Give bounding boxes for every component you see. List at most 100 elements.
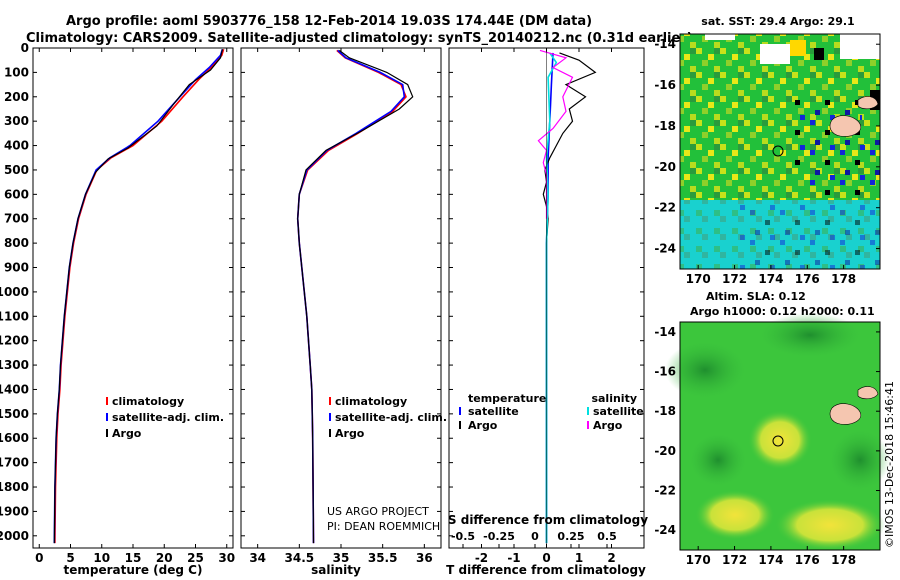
sst-map: sat. SST: 29.4 Argo: 29.1 170 172 174 176 17… bbox=[654, 15, 881, 286]
sla-map-title1: Altim. SLA: 0.12 bbox=[706, 290, 806, 303]
series-salinity-argo bbox=[537, 49, 574, 219]
fiji-island bbox=[829, 115, 862, 137]
x-tick-label: -1 bbox=[507, 551, 520, 565]
salinity-panel: 34 34.5 35 35.5 36 salinity climatology sate… bbox=[240, 47, 447, 577]
depth-tick-label: 300 bbox=[4, 114, 29, 128]
depth-tick-label: 1900 bbox=[0, 504, 29, 518]
x-tick-label: 2 bbox=[607, 551, 615, 565]
map-y-tick-label: -14 bbox=[654, 37, 676, 51]
map-x-tick-label: 170 bbox=[686, 272, 711, 286]
figure-title-line1: Argo profile: aoml 5903776_158 12-Feb-20… bbox=[66, 14, 592, 29]
salinity-legend: climatology satellite-adj. clim. Argo bbox=[329, 395, 447, 440]
difference-panel: -2 -1 0 1 2 -0.5 -0.25 0 0.25 0.5 T difference f… bbox=[446, 47, 648, 577]
depth-tick-label: 1100 bbox=[0, 309, 29, 323]
depth-tick-label: 100 bbox=[4, 65, 29, 79]
map-y-tick-label: -16 bbox=[654, 78, 676, 92]
sla-argo-position bbox=[772, 435, 784, 447]
figure-title-line2: Climatology: CARS2009. Satellite-adjuste… bbox=[26, 31, 693, 46]
depth-tick-label: 600 bbox=[4, 187, 29, 201]
legend-climatology: climatology bbox=[335, 395, 407, 408]
x-tick-label: 15 bbox=[125, 551, 142, 565]
temperature-panel: 0100200300400500600700800900100011001200… bbox=[0, 41, 235, 577]
map-x-tick-label: 172 bbox=[722, 553, 747, 567]
map-x-tick-label: 170 bbox=[686, 553, 711, 567]
difference-x-axis: -2 -1 0 1 2 bbox=[475, 48, 616, 565]
difference-legend: temperature satellite Argo salinity sate… bbox=[459, 392, 644, 432]
map-x-tick-label: 172 bbox=[722, 272, 747, 286]
x-tick-label: 35 bbox=[333, 551, 350, 565]
difference-top-xlabel: S difference from climatology bbox=[448, 513, 648, 527]
x-tick-label: 35.5 bbox=[368, 551, 398, 565]
x-tick-label: 10 bbox=[93, 551, 110, 565]
temperature-legend: climatology satellite-adj. clim. Argo bbox=[106, 395, 224, 440]
map-y-tick-label: -18 bbox=[654, 404, 676, 418]
map-y-tick-label: -14 bbox=[654, 325, 676, 339]
x-tick-label: 36 bbox=[416, 551, 433, 565]
difference-xlabel: T difference from climatology bbox=[446, 563, 646, 577]
temperature-x-axis: 0 5 10 15 20 25 30 bbox=[35, 48, 235, 565]
legend-s-satellite: satellite bbox=[593, 405, 644, 418]
salinity-lines bbox=[296, 49, 414, 544]
top-x-tick-label: -0.5 bbox=[451, 530, 475, 543]
sla-frame bbox=[679, 321, 881, 551]
legend-temperature-title: temperature bbox=[468, 392, 546, 405]
legend-salinity-title: salinity bbox=[591, 392, 637, 405]
map-x-tick-label: 174 bbox=[758, 553, 783, 567]
salinity-frame bbox=[240, 47, 442, 549]
map-x-tick-label: 176 bbox=[795, 272, 820, 286]
depth-tick-label: 1800 bbox=[0, 480, 29, 494]
legend-t-satellite: satellite bbox=[468, 405, 519, 418]
depth-tick-label: 400 bbox=[4, 139, 29, 153]
top-x-tick-label: 0 bbox=[531, 530, 539, 543]
legend-t-argo: Argo bbox=[468, 419, 498, 432]
legend-satellite: satellite-adj. clim. bbox=[112, 411, 224, 424]
depth-axis: 0 100 200 300 400 500 600 700 800 900 1000 1100 1200… bbox=[0, 41, 233, 543]
x-tick-label: 20 bbox=[156, 551, 173, 565]
project-line1: US ARGO PROJECT bbox=[327, 505, 429, 518]
x-tick-label: 5 bbox=[66, 551, 74, 565]
imos-credit: ©IMOS 13-Dec-2018 15:46:41 bbox=[883, 381, 896, 548]
depth-tick-label: 0 bbox=[21, 41, 29, 55]
sst-frame bbox=[679, 33, 881, 270]
map-x-tick-label: 178 bbox=[831, 272, 856, 286]
sla-map-title2: Argo h1000: 0.12 h2000: 0.11 bbox=[690, 305, 875, 318]
map-y-tick-label: -24 bbox=[654, 242, 676, 256]
depth-tick-label: 1600 bbox=[0, 431, 29, 445]
legend-climatology: climatology bbox=[112, 395, 184, 408]
x-tick-label: 0 bbox=[542, 551, 550, 565]
depth-tick-label: 700 bbox=[4, 212, 29, 226]
depth-tick-label: 1400 bbox=[0, 382, 29, 396]
temperature-frame bbox=[32, 47, 234, 549]
series-argo bbox=[297, 49, 414, 544]
series-argo bbox=[53, 49, 223, 544]
depth-tick-label: 1700 bbox=[0, 456, 29, 470]
map-x-tick-label: 176 bbox=[795, 553, 820, 567]
x-tick-label: 25 bbox=[187, 551, 204, 565]
legend-satellite: satellite-adj. clim. bbox=[335, 411, 447, 424]
map-y-tick-label: -20 bbox=[654, 160, 676, 174]
salinity-x-axis: 34 34.5 35 35.5 36 bbox=[249, 48, 433, 565]
top-x-tick-label: 0.5 bbox=[597, 530, 617, 543]
x-tick-label: 34 bbox=[249, 551, 266, 565]
x-tick-label: -2 bbox=[475, 551, 488, 565]
x-tick-label: 34.5 bbox=[285, 551, 315, 565]
legend-argo: Argo bbox=[112, 427, 142, 440]
depth-tick-label: 2000 bbox=[0, 529, 29, 543]
map-x-tick-label: 178 bbox=[831, 553, 856, 567]
legend-argo: Argo bbox=[335, 427, 365, 440]
depth-tick-label: 800 bbox=[4, 236, 29, 250]
sla-map: Altim. SLA: 0.12 Argo h1000: 0.12 h2000:… bbox=[654, 290, 890, 567]
map-y-tick-label: -20 bbox=[654, 444, 676, 458]
project-line2: PI: DEAN ROEMMICH bbox=[327, 520, 440, 533]
x-tick-label: 30 bbox=[218, 551, 235, 565]
map-y-tick-label: -22 bbox=[654, 201, 676, 215]
salinity-xlabel: salinity bbox=[311, 563, 361, 577]
depth-tick-label: 1500 bbox=[0, 407, 29, 421]
map-y-tick-label: -22 bbox=[654, 484, 676, 498]
map-x-tick-label: 174 bbox=[758, 272, 783, 286]
top-x-tick-label: -0.25 bbox=[483, 530, 515, 543]
depth-tick-label: 1300 bbox=[0, 358, 29, 372]
difference-lines bbox=[537, 48, 597, 548]
map-y-tick-label: -18 bbox=[654, 119, 676, 133]
top-x-tick-label: 0.25 bbox=[557, 530, 584, 543]
